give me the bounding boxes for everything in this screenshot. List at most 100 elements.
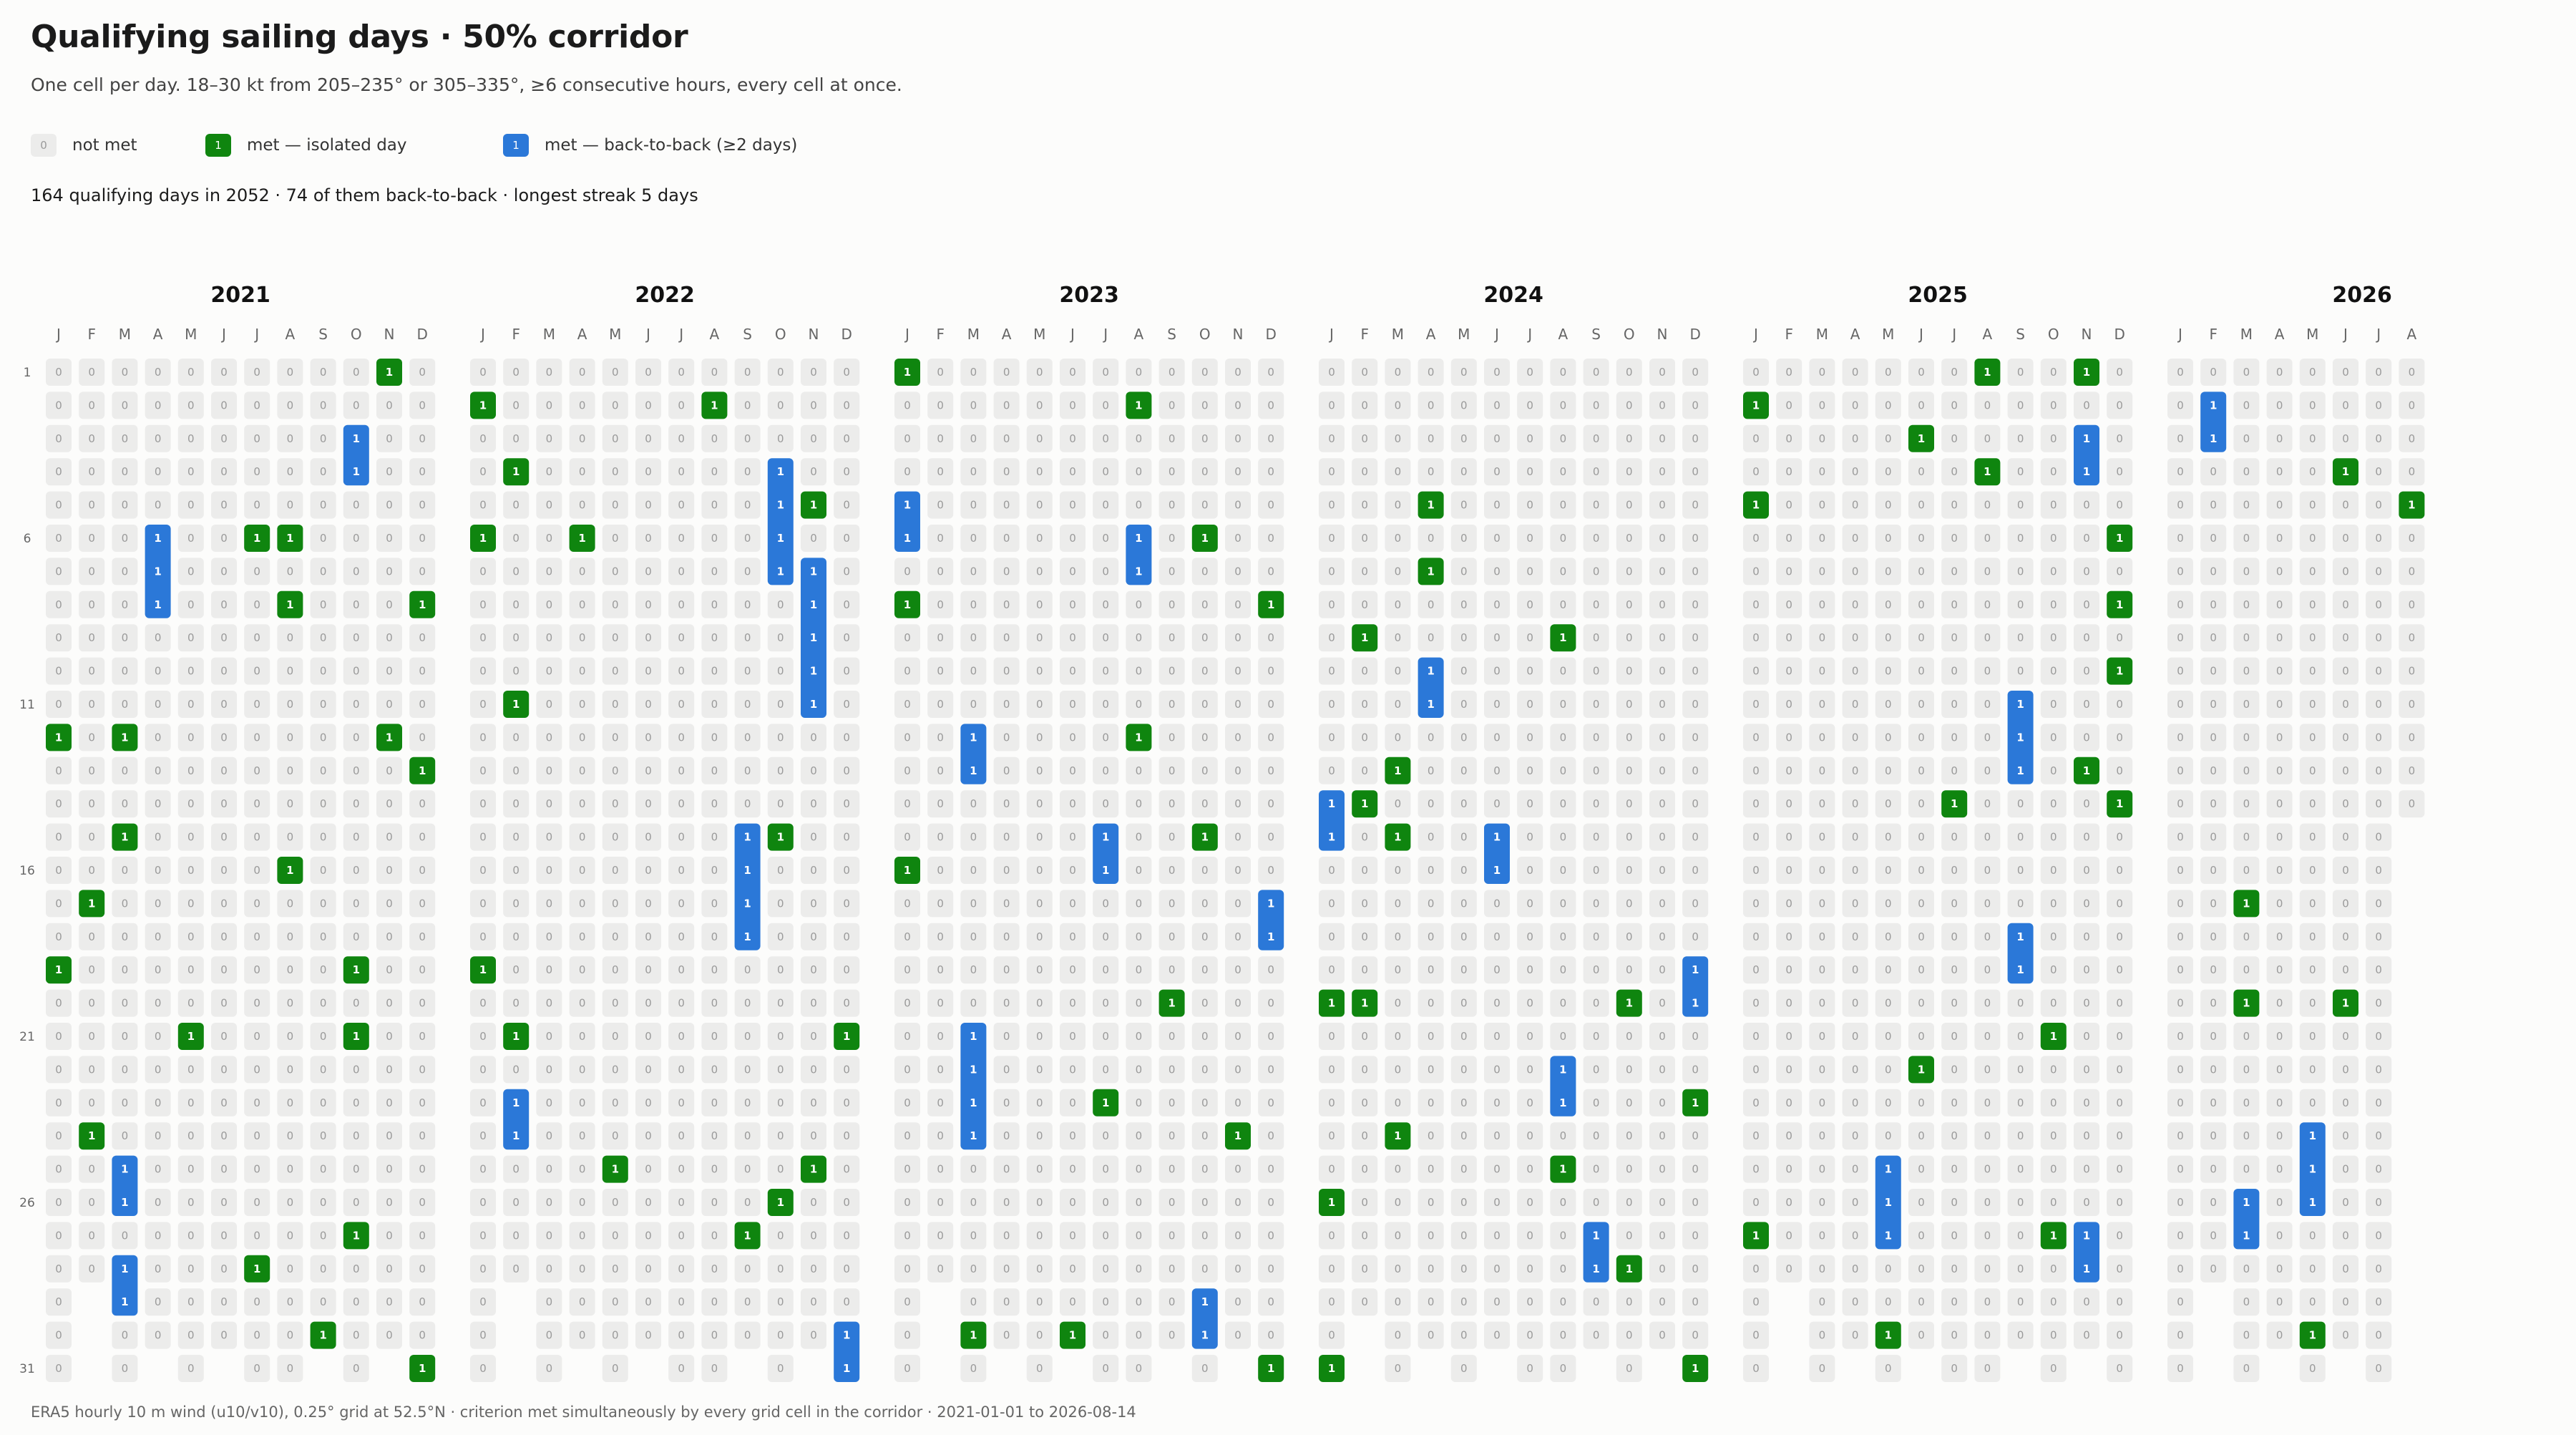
- day-cell: [46, 1321, 72, 1349]
- cell-value: 0: [744, 797, 751, 810]
- cell-value: 0: [1885, 930, 1892, 943]
- cell-value: 0: [2342, 1030, 2349, 1043]
- cell-value: 0: [612, 698, 619, 711]
- day-cell: [536, 790, 562, 818]
- cell-value: 0: [1692, 598, 1699, 611]
- cell-value: 1: [777, 1196, 784, 1209]
- cell-value: 0: [1428, 864, 1435, 877]
- cell-value: 0: [2243, 366, 2250, 379]
- cell-value: 0: [220, 499, 228, 512]
- cell-value: 0: [2276, 631, 2283, 644]
- cell-value: 0: [904, 1030, 911, 1043]
- cell-value: 1: [2050, 1229, 2057, 1242]
- cell-value: 0: [1069, 631, 1076, 644]
- month-label: M: [119, 326, 131, 343]
- cell-value: 0: [810, 897, 817, 910]
- cell-value: 1: [810, 565, 817, 578]
- cell-value: 0: [2050, 864, 2057, 877]
- cell-value: 0: [2116, 897, 2123, 910]
- cell-value: 0: [1626, 366, 1633, 379]
- day-cell: [668, 424, 695, 452]
- cell-value: 0: [2375, 499, 2382, 512]
- cell-value: 0: [2210, 731, 2217, 744]
- cell-value: 0: [1069, 864, 1076, 877]
- cell-value: 0: [2210, 797, 2217, 810]
- cell-value: 0: [1785, 631, 1792, 644]
- day-cell: [79, 491, 105, 519]
- cell-value: 0: [843, 1295, 850, 1308]
- cell-value: 0: [904, 1196, 911, 1209]
- day-cell: [277, 823, 303, 851]
- cell-value: 0: [1918, 499, 1925, 512]
- cell-value: 1: [711, 399, 718, 412]
- month-label: J: [479, 326, 485, 343]
- day-cell: [244, 890, 270, 918]
- day-cell: [668, 491, 695, 519]
- day-cell: [470, 1122, 496, 1150]
- cell-value: 0: [1984, 399, 1991, 412]
- cell-value: 0: [612, 565, 619, 578]
- day-cell: [177, 956, 204, 984]
- cell-value: 0: [1951, 698, 1958, 711]
- cell-value: 0: [2017, 366, 2024, 379]
- cell-value: 0: [1526, 532, 1533, 545]
- cell-value: 1: [2243, 897, 2250, 910]
- cell-value: 0: [970, 631, 977, 644]
- cell-value: 0: [1885, 366, 1892, 379]
- day-cell: [470, 1155, 496, 1183]
- cell-value: 0: [479, 1163, 487, 1176]
- cell-value: 0: [1785, 1129, 1792, 1142]
- cell-value: 0: [546, 1163, 553, 1176]
- day-cell: [569, 956, 595, 984]
- met-cell: [569, 525, 595, 552]
- cell-value: 0: [1852, 1030, 1859, 1043]
- day-cell: [409, 424, 436, 452]
- cell-value: 0: [1785, 897, 1792, 910]
- day-cell: [79, 691, 105, 718]
- cell-value: 0: [253, 1295, 260, 1308]
- month-label: A: [1983, 326, 1993, 343]
- cell-value: 0: [419, 864, 426, 877]
- cell-value: 0: [220, 532, 228, 545]
- legend-swatch-streak: 1: [503, 134, 529, 157]
- day-cell: [145, 1122, 171, 1150]
- day-cell: [409, 491, 436, 519]
- cell-value: 0: [320, 897, 327, 910]
- met-cell: [503, 691, 530, 718]
- cell-value: 0: [253, 1329, 260, 1342]
- cell-value: 0: [1036, 930, 1043, 943]
- month-label: S: [743, 326, 752, 343]
- cell-value: 0: [1036, 963, 1043, 976]
- cell-value: 0: [512, 631, 519, 644]
- day-cell: [376, 1122, 402, 1150]
- cell-value: 0: [1752, 1329, 1760, 1342]
- day-cell: [536, 1321, 562, 1349]
- cell-value: 0: [937, 565, 944, 578]
- cell-value: 0: [2177, 1229, 2184, 1242]
- cell-value: 0: [1234, 831, 1241, 844]
- day-cell: [635, 823, 661, 851]
- cell-value: 0: [1003, 366, 1010, 379]
- cell-value: 0: [777, 598, 784, 611]
- day-cell: [343, 590, 369, 618]
- cell-value: 0: [678, 532, 685, 545]
- cell-value: 0: [1984, 1096, 1991, 1109]
- cell-value: 0: [512, 432, 519, 445]
- cell-value: 0: [320, 764, 327, 777]
- met-cell: [244, 1255, 270, 1283]
- cell-value: 0: [546, 698, 553, 711]
- day-cell: [145, 1255, 171, 1283]
- cell-value: 0: [1003, 665, 1010, 678]
- cell-value: 0: [187, 1362, 195, 1375]
- cell-value: 0: [353, 797, 360, 810]
- cell-value: 0: [1560, 1229, 1567, 1242]
- cell-value: 0: [1493, 432, 1501, 445]
- cell-value: 0: [1234, 1030, 1241, 1043]
- cell-value: 0: [843, 731, 850, 744]
- cell-value: 0: [678, 1196, 685, 1209]
- cell-value: 0: [1102, 797, 1109, 810]
- cell-value: 0: [2083, 831, 2090, 844]
- day-cell: [635, 590, 661, 618]
- met-cell: [79, 890, 105, 918]
- cell-value: 0: [1328, 1229, 1335, 1242]
